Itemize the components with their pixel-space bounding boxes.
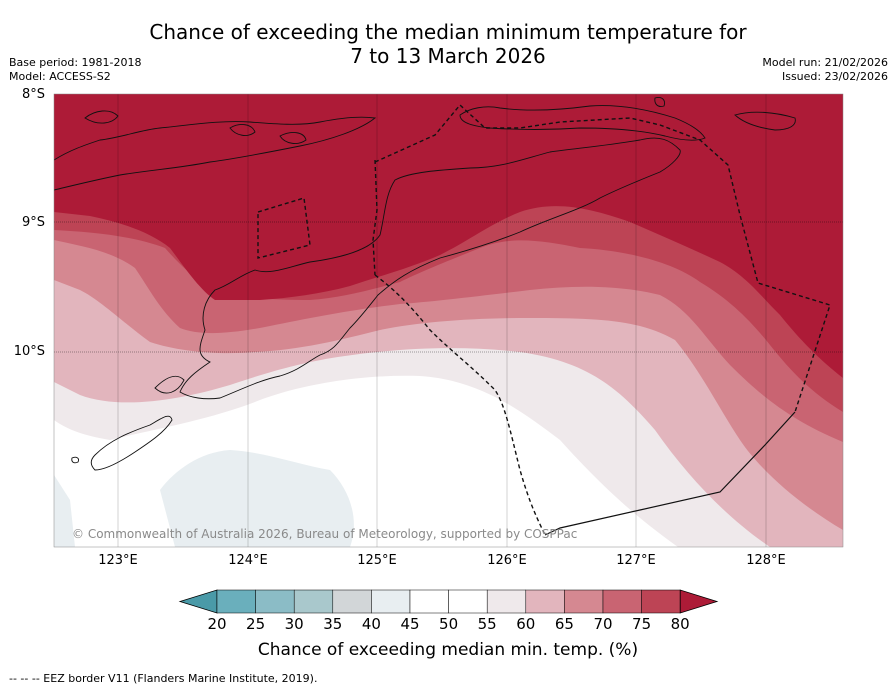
colorbar-swatch bbox=[332, 589, 372, 614]
lon-label-123e: 123°E bbox=[98, 553, 138, 568]
credit-text: © Commonwealth of Australia 2026, Bureau… bbox=[72, 527, 578, 541]
chart-title: Chance of exceeding the median minimum t… bbox=[0, 20, 896, 68]
colorbar-swatch bbox=[293, 589, 334, 614]
lat-label-9s: 9°S bbox=[21, 215, 45, 230]
colorbar-tick-label: 75 bbox=[632, 615, 652, 633]
colorbar-tick-label: 55 bbox=[477, 615, 497, 633]
band-45-50-west bbox=[54, 475, 75, 547]
colorbar-tick-label: 30 bbox=[284, 615, 304, 633]
small-islands-north bbox=[84, 97, 796, 144]
colorbar-swatch bbox=[525, 589, 565, 614]
issued-date: Issued: 23/02/2026 bbox=[781, 70, 888, 83]
colorbar-swatch bbox=[641, 589, 681, 614]
sawu-islands bbox=[71, 415, 173, 471]
colorbar-tick-label: 35 bbox=[323, 615, 343, 633]
base-period: Base period: 1981-2018 bbox=[9, 56, 142, 69]
lon-label-125e: 125°E bbox=[357, 553, 397, 568]
colorbar-tick-label: 40 bbox=[361, 615, 381, 633]
colorbar-swatch bbox=[409, 589, 449, 614]
model-run: Model run: 21/02/2026 bbox=[762, 56, 888, 69]
footer-note: -- -- -- EEZ border V11 (Flanders Marine… bbox=[9, 672, 318, 685]
colorbar-tick-label: 20 bbox=[207, 615, 227, 633]
timor-island-coast bbox=[179, 137, 681, 400]
band-45-50 bbox=[160, 450, 354, 547]
colorbar-tick-label: 50 bbox=[439, 615, 459, 633]
colorbar-tick-label: 45 bbox=[400, 615, 420, 633]
colorbar-extend-low bbox=[178, 589, 218, 614]
lat-label-8s: 8°S bbox=[21, 87, 45, 102]
model-name: Model: ACCESS-S2 bbox=[9, 70, 111, 83]
colorbar-swatches bbox=[178, 589, 719, 614]
colorbar-title: Chance of exceeding median min. temp. (%… bbox=[257, 640, 639, 660]
alor-wetar-coast bbox=[459, 105, 706, 141]
colorbar-swatch bbox=[448, 589, 488, 614]
rote-island bbox=[154, 375, 185, 394]
colorbar-swatch bbox=[564, 589, 604, 614]
lon-label-126e: 126°E bbox=[487, 553, 527, 568]
graticule bbox=[54, 94, 843, 547]
colorbar-extend-high bbox=[679, 589, 719, 614]
colorbar-swatch bbox=[602, 589, 642, 614]
map-frame bbox=[53, 93, 844, 548]
title-line-2: 7 to 13 March 2026 bbox=[350, 44, 546, 68]
lon-label-128e: 128°E bbox=[746, 553, 786, 568]
colorbar-tick-label: 25 bbox=[246, 615, 266, 633]
lon-label-127e: 127°E bbox=[616, 553, 656, 568]
title-line-1: Chance of exceeding the median minimum t… bbox=[149, 20, 747, 44]
colorbar-tick-label: 60 bbox=[516, 615, 536, 633]
lon-label-124e: 124°E bbox=[228, 553, 268, 568]
band-above-80 bbox=[54, 94, 843, 378]
eez-solid-segment bbox=[544, 411, 796, 536]
metadata-left: Base period: 1981-2018 Model: ACCESS-S2 bbox=[9, 56, 141, 84]
colorbar-swatch bbox=[216, 589, 256, 614]
metadata-right: Model run: 21/02/2026 Issued: 23/02/2026 bbox=[762, 56, 888, 84]
flores-coast bbox=[54, 116, 377, 191]
colorbar-swatch bbox=[255, 589, 295, 614]
colorbar-swatch bbox=[486, 589, 527, 614]
lat-label-10s: 10°S bbox=[13, 344, 45, 359]
colorbar-tick-label: 70 bbox=[593, 615, 613, 633]
colorbar-swatch bbox=[371, 589, 411, 614]
colorbar-tick-label: 65 bbox=[554, 615, 574, 633]
coastlines bbox=[54, 97, 796, 471]
eez-border bbox=[257, 103, 831, 536]
colorbar-tick-label: 80 bbox=[670, 615, 690, 633]
